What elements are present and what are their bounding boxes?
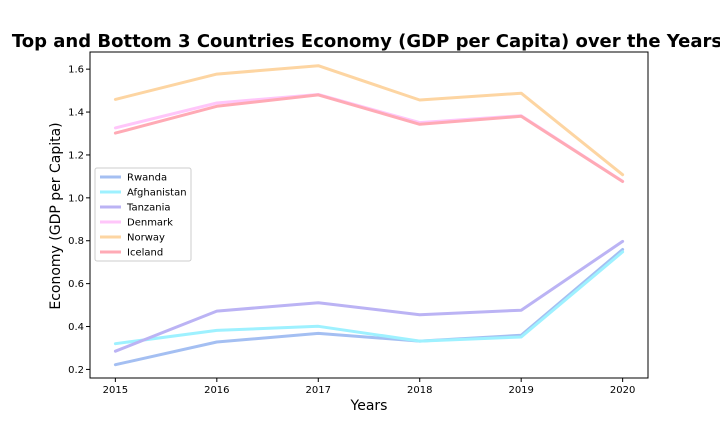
x-tick-label-2018: 2018 [407,385,432,396]
legend-label-tanzania: Tanzania [126,203,171,214]
series-line-tanzania [113,239,625,353]
legend-label-denmark: Denmark [127,218,173,229]
x-tick-label-2019: 2019 [508,385,533,396]
x-tick-label-2017: 2017 [306,385,331,396]
legend-label-rwanda: Rwanda [127,173,167,184]
x-tick-label-2015: 2015 [103,385,128,396]
series-line-iceland [113,93,625,183]
y-tick-label-0.8: 0.8 [68,236,84,247]
y-tick-label-1.6: 1.6 [68,65,84,76]
y-axis-label: Economy (GDP per Capita) [48,122,64,309]
y-tick-label-0.2: 0.2 [68,365,84,376]
legend-label-afghanistan: Afghanistan [127,188,187,199]
y-tick-label-1.4: 1.4 [68,108,84,119]
x-tick-label-2020: 2020 [610,385,635,396]
x-tick-label-2016: 2016 [204,385,229,396]
series-line-denmark [113,93,625,183]
chart-title: Top and Bottom 3 Countries Economy (GDP … [12,31,720,52]
x-axis-label: Years [350,398,388,414]
y-tick-label-0.4: 0.4 [68,322,84,333]
series-line-rwanda [113,248,625,367]
y-tick-label-0.6: 0.6 [68,279,84,290]
plot-frame [89,51,649,379]
series-line-norway [113,64,625,177]
series-line-afghanistan [113,250,625,346]
legend-label-norway: Norway [127,233,165,244]
y-tick-label-1.2: 1.2 [68,150,84,161]
plot-area: 2015 2016 2017 2018 2019 2020 0.2 0.4 0.6 0.8 1.0 1… [68,51,649,396]
legend-label-iceland: Iceland [127,248,163,259]
y-tick-label-1.0: 1.0 [68,193,84,204]
